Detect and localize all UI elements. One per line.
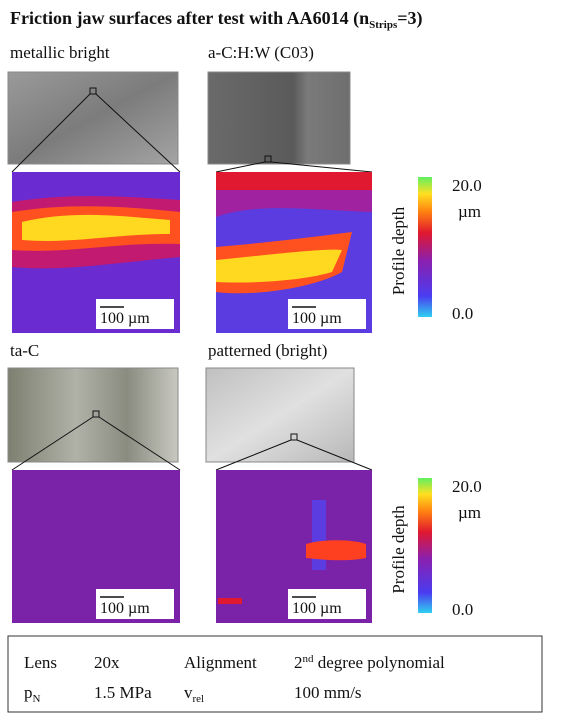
settings: Lens 20x Alignment 2nd degree polynomial… <box>24 653 445 705</box>
alignment-value: 2nd degree polynomial <box>294 653 445 672</box>
colorbar: 20.0 µm Profile depth 0.0 <box>389 477 482 619</box>
heatmap-region <box>218 598 242 604</box>
velocity-value: 100 mm/s <box>294 683 362 702</box>
alignment-label: Alignment <box>184 653 257 672</box>
settings-box <box>8 636 542 712</box>
panel-label: patterned (bright) <box>208 341 327 360</box>
title: Friction jaw surfaces after test with AA… <box>10 8 423 31</box>
colorbar-min: 0.0 <box>452 600 473 619</box>
panel: a-C:H:W (C03) 100 µm <box>208 43 372 333</box>
scale-bar-label: 100 µm <box>292 600 342 617</box>
surface-photo <box>206 368 354 462</box>
colorbar-title: Profile depth <box>389 206 408 295</box>
colorbar-gradient <box>418 478 432 613</box>
colorbar-title: Profile depth <box>389 505 408 594</box>
panel: ta-C 100 µm <box>8 341 180 623</box>
scale-bar-label: 100 µm <box>100 310 150 327</box>
velocity-label: vrel <box>184 683 204 705</box>
figure: Friction jaw surfaces after test with AA… <box>0 0 564 720</box>
colorbar-min: 0.0 <box>452 304 473 323</box>
colorbar: 20.0 µm Profile depth 0.0 <box>389 176 482 323</box>
heatmap-region <box>216 172 372 190</box>
surface-photo <box>208 72 350 164</box>
panel-label: a-C:H:W (C03) <box>208 43 314 62</box>
colorbar-max: 20.0 <box>452 477 482 496</box>
lens-label: Lens <box>24 653 57 672</box>
lens-value: 20x <box>94 653 120 672</box>
heatmap-region <box>306 540 366 560</box>
colorbar-unit: µm <box>458 503 481 522</box>
pressure-label: pN <box>24 683 41 705</box>
pressure-value: 1.5 MPa <box>94 683 152 702</box>
panel: patterned (bright) 100 µm <box>206 341 372 623</box>
scale-bar-label: 100 µm <box>292 310 342 327</box>
colorbar-unit: µm <box>458 202 481 221</box>
panel-label: metallic bright <box>10 43 110 62</box>
scale-bar-label: 100 µm <box>100 600 150 617</box>
panel-label: ta-C <box>10 341 39 360</box>
colorbar-max: 20.0 <box>452 176 482 195</box>
colorbar-gradient <box>418 177 432 317</box>
panel: metallic bright 100 µm <box>8 43 180 333</box>
